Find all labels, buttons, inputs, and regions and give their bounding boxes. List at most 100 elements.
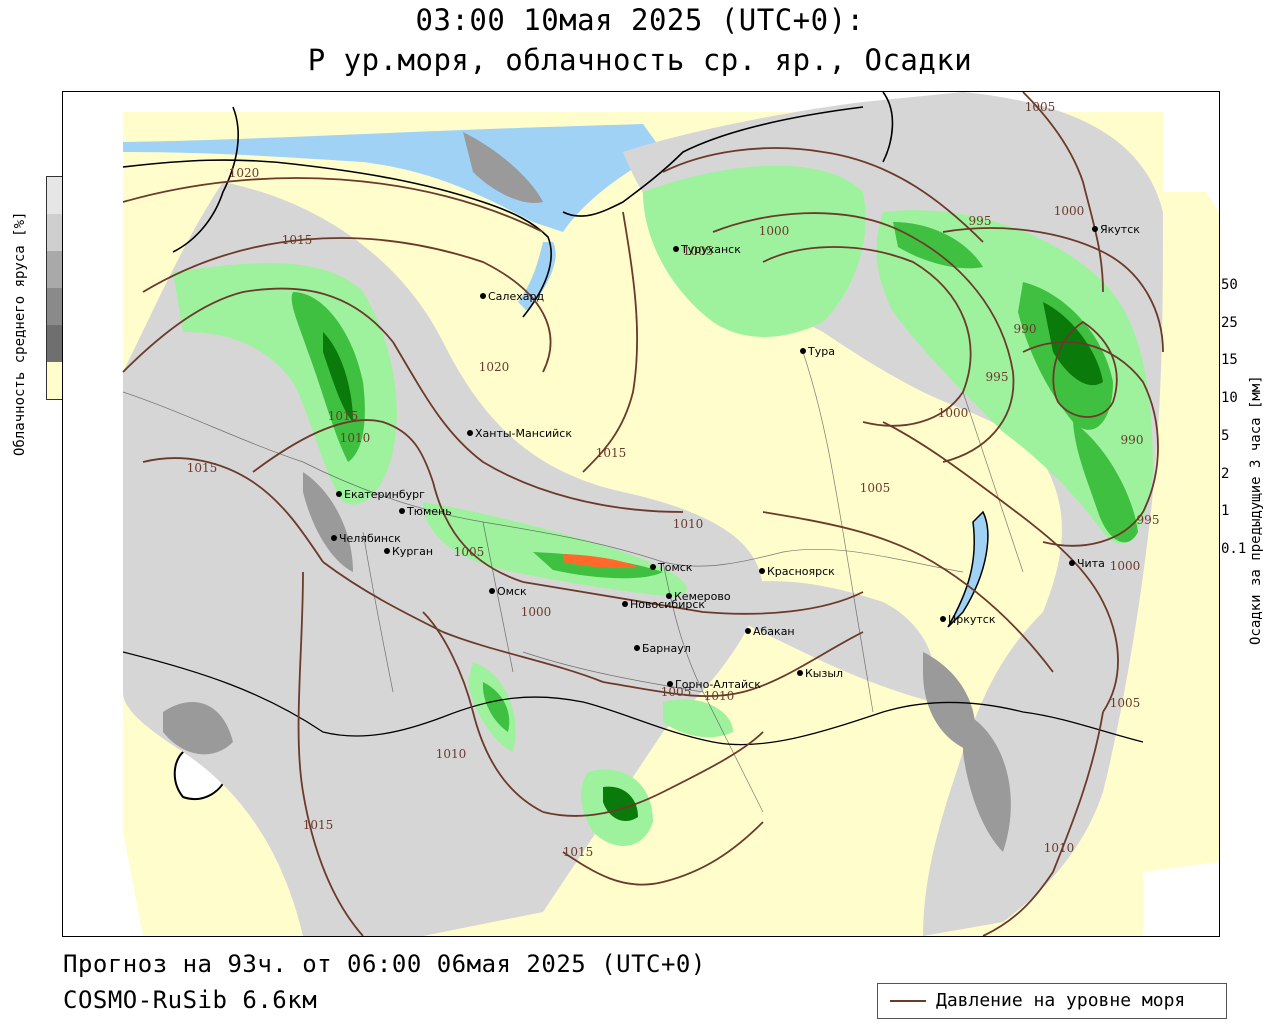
city-label: Ханты-Мансийск: [475, 427, 572, 440]
city-label: Туруханск: [680, 243, 741, 256]
isobar-label: 1000: [759, 224, 790, 238]
city-dot: [384, 548, 390, 554]
precip-colorbar-title: Осадки за предыдущие 3 часа [мм]: [1248, 375, 1264, 645]
weather-map-canvas: 1020 1015 1020 1015 1015 1015 1010 1010 1005 1000…: [63, 92, 1219, 936]
precip-colorbar-tick: 1: [1221, 503, 1230, 520]
city-markers: Салехард Ханты-Мансийск Екатеринбург Тюмень…: [331, 223, 1140, 691]
city-label: Челябинск: [339, 532, 401, 545]
city-dot: [489, 588, 495, 594]
city-label: Тура: [807, 345, 835, 358]
city-dot: [467, 430, 473, 436]
country-border: [122, 651, 1144, 746]
city-dot: [797, 670, 803, 676]
isobar-labels: 1020 1015 1020 1015 1015 1015 1010 1010 1005 1000…: [187, 100, 1160, 859]
map-title-time: 03:00 10мая 2025 (UTC+0):: [415, 3, 865, 37]
isobar-label: 1005: [1025, 100, 1056, 114]
city-dot: [622, 601, 628, 607]
isobar-label: 1015: [563, 845, 594, 859]
isobar-label: 1005: [1110, 696, 1141, 710]
pressure-legend-label: Давление на уровне моря: [936, 990, 1186, 1011]
precip-colorbar-tick: 2: [1221, 465, 1230, 482]
city-label: Курган: [392, 545, 433, 558]
city-dot: [940, 616, 946, 622]
cloud-colorbar: [46, 176, 64, 400]
coastlines: [122, 92, 894, 318]
isobar-label: 1000: [521, 605, 552, 619]
cloud-colorbar-title: Облачность среднего яруса [%]: [12, 211, 28, 456]
forecast-info: Прогноз на 93ч. от 06:00 06мая 2025 (UTC…: [63, 950, 706, 978]
isobar-label: 1010: [704, 689, 735, 703]
precip-colorbar-tick: 5: [1221, 427, 1230, 444]
city-label: Чита: [1077, 557, 1105, 570]
city-label: Иркутск: [948, 613, 996, 626]
isobars: [122, 92, 1164, 936]
isobar-label: 1000: [1054, 204, 1085, 218]
isobar-label: 995: [986, 370, 1009, 384]
cloud-colorbar-segment: [47, 177, 63, 214]
city-dot: [759, 568, 765, 574]
city-label: Салехард: [488, 290, 544, 303]
city-label: Абакан: [753, 625, 795, 638]
isobar-label: 1015: [303, 818, 334, 832]
isobar-label: 1020: [479, 360, 510, 374]
city-label: Новосибирск: [630, 598, 705, 611]
city-label: Якутск: [1100, 223, 1140, 236]
cloud-colorbar-segment: [47, 362, 63, 399]
city-dot: [336, 491, 342, 497]
isobar-label: 1005: [683, 244, 714, 258]
city-dot: [480, 293, 486, 299]
city-label: Кызыл: [805, 667, 843, 680]
isobar-label: 995: [1137, 513, 1160, 527]
isobar-label: 1020: [229, 166, 260, 180]
precip-colorbar-tick: 15: [1221, 352, 1238, 369]
city-dot: [667, 681, 673, 687]
city-dot: [673, 246, 679, 252]
isobar-label: 990: [1121, 433, 1144, 447]
cloud-colorbar-segment: [47, 325, 63, 362]
map-title-fields: P ур.моря, облачность ср. яр., Осадки: [307, 43, 973, 77]
outside-domain: [63, 92, 1219, 936]
city-label: Екатеринбург: [344, 488, 425, 501]
city-dot: [800, 348, 806, 354]
city-dot: [1092, 226, 1098, 232]
city-label: Томск: [657, 561, 693, 574]
isobar-label: 1010: [436, 747, 467, 761]
city-label: Омск: [497, 585, 527, 598]
isobar-label: 1010: [673, 517, 704, 531]
city-label: Горно-Алтайск: [675, 678, 761, 691]
city-dot: [1069, 560, 1075, 566]
isobar-label: 1005: [860, 481, 891, 495]
cloud-colorbar-segment: [47, 214, 63, 251]
precip-colorbar-tick: 50: [1221, 276, 1238, 293]
isobar-label: 1015: [328, 409, 359, 423]
city-dot: [650, 564, 656, 570]
isobar-label: 990: [1014, 322, 1037, 336]
pressure-line-swatch: [890, 1000, 926, 1002]
admin-borders: [122, 351, 1024, 813]
isobar-label: 1015: [596, 446, 627, 460]
city-label: Красноярск: [767, 565, 835, 578]
city-dot: [666, 593, 672, 599]
city-dot: [331, 535, 337, 541]
precipitation-field: [173, 165, 1153, 846]
city-dot: [399, 508, 405, 514]
city-label: Тюмень: [406, 505, 452, 518]
isobar-label: 1015: [282, 233, 313, 247]
isobar-label: 1000: [938, 406, 969, 420]
isobar-label: 1015: [187, 461, 218, 475]
precip-colorbar-tick: 0.1: [1221, 541, 1247, 558]
weather-map[interactable]: 1020 1015 1020 1015 1015 1015 1010 1010 1005 1000…: [62, 91, 1220, 937]
city-label: Кемерово: [674, 590, 731, 603]
city-dot: [634, 645, 640, 651]
isobar-label: 1005: [661, 685, 692, 699]
isobar-label: 1005: [454, 545, 485, 559]
precip-colorbar-tick: 10: [1221, 390, 1238, 407]
pressure-legend: Давление на уровне моря: [877, 983, 1227, 1019]
cloud-colorbar-segment: [47, 288, 63, 325]
precip-colorbar-tick: 25: [1221, 314, 1238, 331]
model-info: COSMO-RuSib 6.6км: [63, 986, 318, 1014]
cloud-colorbar-segment: [47, 251, 63, 288]
city-label: Барнаул: [642, 642, 691, 655]
isobar-label: 1010: [340, 431, 371, 445]
isobar-label: 1010: [1044, 841, 1075, 855]
